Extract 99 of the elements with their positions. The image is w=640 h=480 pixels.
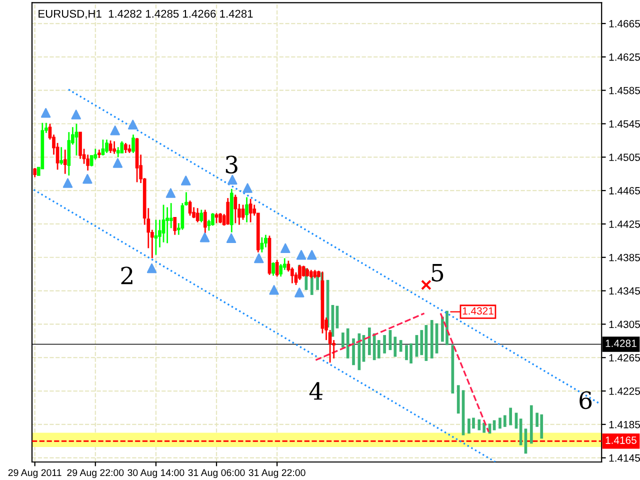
ref-line-label: 1.4281 <box>606 340 636 348</box>
point <box>62 178 73 188</box>
point <box>112 158 123 168</box>
candlestick <box>200 209 204 223</box>
point <box>228 174 238 185</box>
bar <box>492 420 496 430</box>
y-tick-label: 1.4385 <box>609 254 640 262</box>
candlestick <box>116 146 120 158</box>
candlestick <box>124 142 128 154</box>
point <box>420 280 432 290</box>
annotation: 3 <box>226 156 238 174</box>
y-tick-label: 1.4265 <box>609 354 640 362</box>
candlestick <box>74 123 78 156</box>
candlestick <box>226 197 230 226</box>
candlestick <box>33 167 37 178</box>
point <box>296 250 306 260</box>
candlestick <box>264 234 268 248</box>
annotation: 5 <box>432 264 444 282</box>
point <box>82 174 92 184</box>
point <box>280 243 290 254</box>
candlestick <box>169 202 173 229</box>
bar <box>383 335 386 354</box>
candlestick <box>108 140 112 154</box>
y-tick-label: 1.4585 <box>609 86 640 94</box>
annotation: 1.4321 <box>462 307 494 315</box>
candlestick <box>132 134 135 154</box>
y-tick-label: 1.4305 <box>609 320 640 328</box>
bar <box>341 332 344 348</box>
point <box>254 253 264 264</box>
candlestick <box>203 209 207 234</box>
x-tick-label: 31 Aug 22:00 <box>248 469 306 478</box>
candlestick <box>166 206 169 244</box>
point <box>71 110 81 120</box>
bar <box>451 345 454 394</box>
y-tick-label: 1.4625 <box>609 53 640 61</box>
annotation: 6 <box>580 391 592 410</box>
point <box>226 233 236 244</box>
candlestick <box>260 236 264 254</box>
y-tick-label: 1.4345 <box>609 287 640 295</box>
y-tick-label: 1.4185 <box>609 420 640 428</box>
point <box>128 120 138 130</box>
candlestick <box>248 198 252 223</box>
candlestick <box>245 196 248 223</box>
y-tick-label: 1.4665 <box>609 20 640 28</box>
bar <box>430 320 434 358</box>
point <box>110 126 120 136</box>
bar <box>530 405 533 444</box>
point <box>294 288 304 298</box>
point <box>269 285 279 295</box>
y-tick-label: 1.4145 <box>609 454 640 462</box>
point <box>166 188 176 198</box>
y-tick-label: 1.4505 <box>609 154 640 162</box>
text: EURUSD,H1 1.4282 1.4285 1.4266 1.4281 <box>38 10 253 20</box>
point <box>180 176 191 186</box>
bar <box>498 418 502 429</box>
point <box>200 232 210 242</box>
x-tick-label: 31 Aug 06:00 <box>188 469 245 478</box>
candlestick <box>162 204 166 244</box>
candlestick <box>60 146 64 166</box>
candlestick <box>218 212 222 224</box>
bar <box>420 330 424 356</box>
candlestick <box>241 204 245 220</box>
bar <box>352 338 355 366</box>
candlestick <box>105 138 108 154</box>
bar <box>478 419 481 430</box>
y-tick-label: 1.4465 <box>609 187 640 194</box>
x-tick-label: 30 Aug 14:00 <box>128 469 184 478</box>
candlestick <box>275 259 279 278</box>
point <box>242 183 252 193</box>
candlestick <box>120 140 124 154</box>
bar <box>346 328 350 358</box>
annotation: 4 <box>309 382 322 400</box>
y-tick-label: 1.4545 <box>609 120 640 128</box>
candlestick <box>112 140 116 155</box>
bar <box>368 328 371 356</box>
ref-line-label: 1.4165 <box>606 436 636 444</box>
candlestick <box>173 216 177 236</box>
bar <box>503 415 506 427</box>
annotation: 2 <box>121 266 132 284</box>
point <box>307 250 317 260</box>
candlestick <box>211 212 214 226</box>
x-tick-label: 29 Aug 2011 <box>8 469 62 478</box>
bar <box>399 340 402 352</box>
candlestick <box>302 265 306 278</box>
x-tick-label: 29 Aug 22:00 <box>67 469 124 478</box>
candlestick <box>63 148 67 175</box>
bar <box>456 385 460 414</box>
candlestick <box>188 200 192 216</box>
point <box>40 108 51 118</box>
bar <box>509 408 512 426</box>
y-tick-label: 1.4425 <box>609 220 640 228</box>
point <box>146 263 157 274</box>
candlestick <box>272 262 275 276</box>
y-tick-label: 1.4225 <box>609 388 640 395</box>
candlestick <box>101 138 105 156</box>
candlestick <box>78 131 82 160</box>
bar <box>394 336 397 357</box>
candlestick <box>196 207 200 223</box>
candlestick <box>234 194 238 224</box>
